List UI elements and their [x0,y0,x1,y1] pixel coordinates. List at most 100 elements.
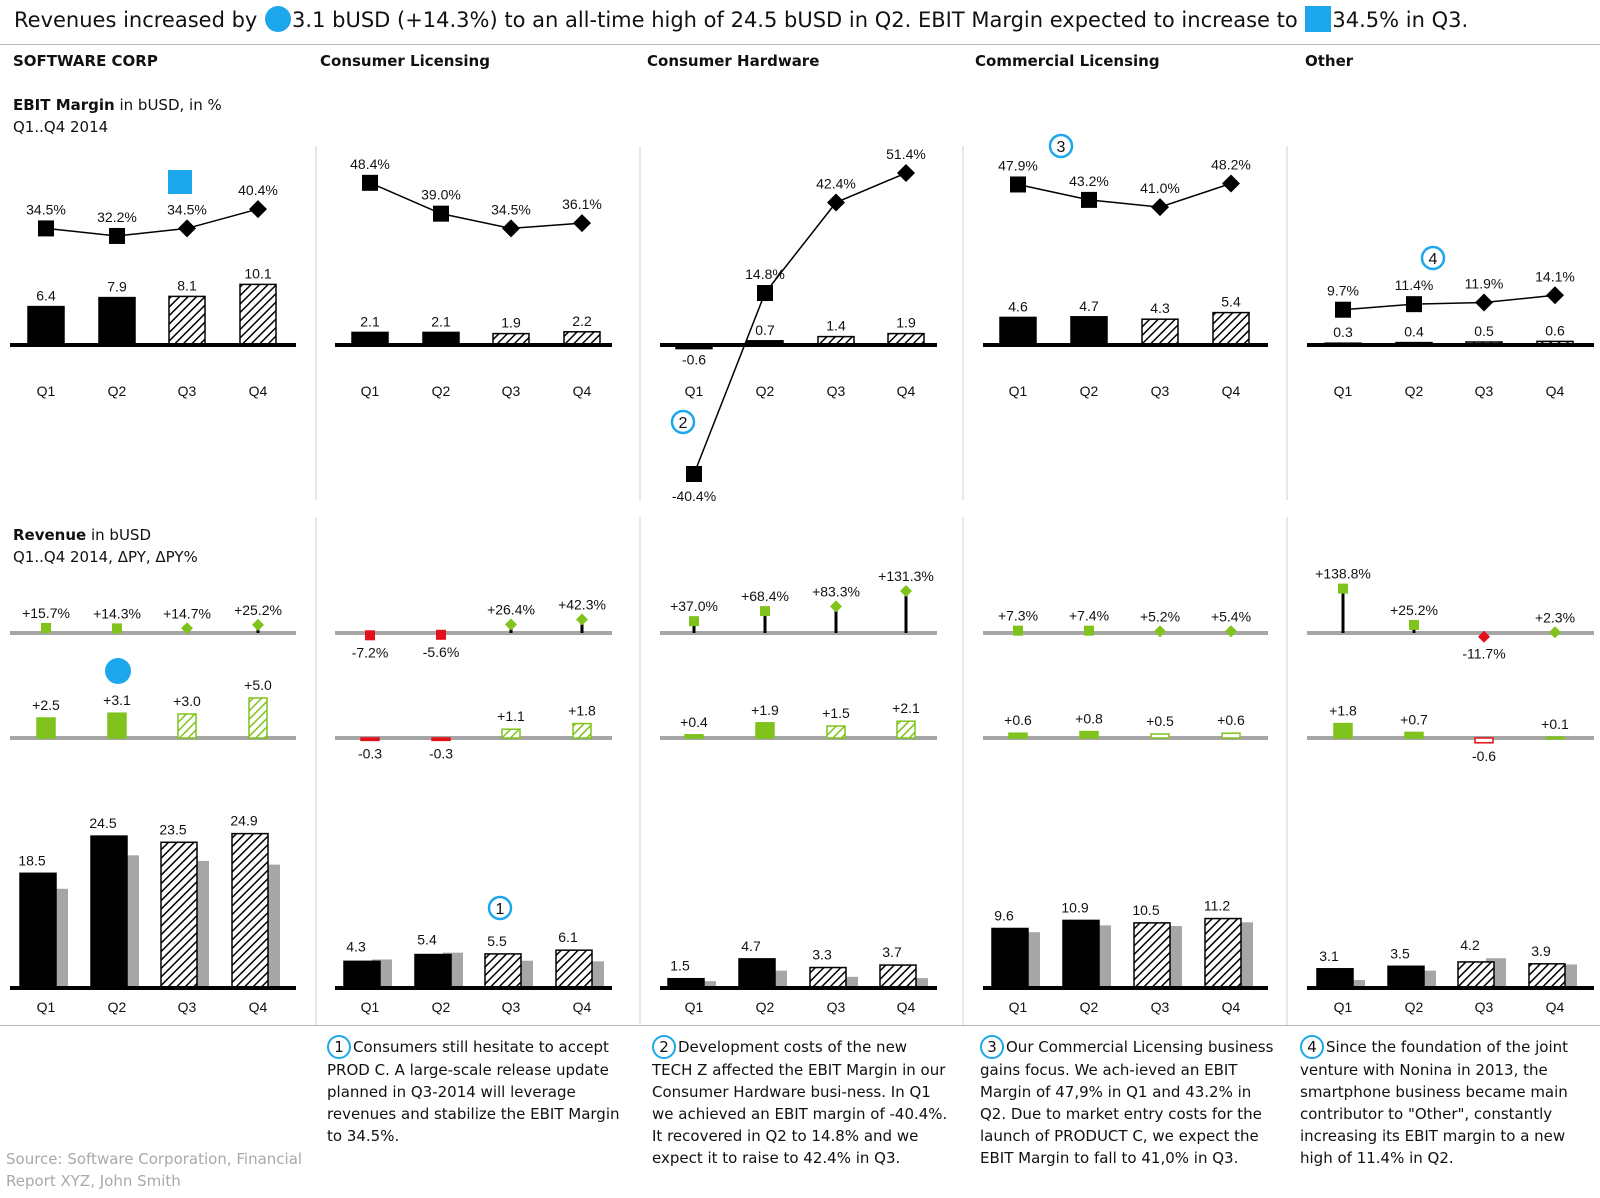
panel-4-dpypct-label-2: -11.7% [1462,646,1505,662]
panel-3-dpypct-head-2 [1154,625,1166,638]
panel-0-margin-label-1: 32.2% [97,209,137,225]
panel-0-margin-label-0: 34.5% [26,201,66,217]
ebit-title-period: Q1..Q4 2014 [13,118,109,136]
panel-0-dpypct-head-3 [252,618,264,631]
panel-4-dpypct-head-1 [1409,619,1419,630]
panel-3-margin-label-3: 48.2% [1211,156,1251,172]
panel-4-ebit-tick-3: Q4 [1546,383,1565,399]
note-1-text: Consumers still hesitate to accept PROD … [327,1038,620,1145]
panel-2-dpy-label-0: +0.4 [680,714,708,730]
panel-1-ebit-label-1: 2.1 [431,313,451,329]
notes-divider [0,1025,1600,1026]
panel-4-margin-point-0 [1335,301,1351,318]
panel-0-margin-point-1 [109,227,125,244]
panel-1-revenue-tick-2: Q3 [502,999,521,1015]
panel-0-ebit-bar-2 [168,295,206,346]
panel-0-revenue-bar-2 [160,841,198,989]
panel-3-margin-point-1 [1081,191,1097,208]
panel-0-dpy-label-2: +3.0 [173,693,201,709]
panel-3-margin-label-0: 47.9% [998,157,1038,173]
panel-3-revenue-bar-0 [991,927,1029,989]
panel-4-margin-point-1 [1406,296,1422,313]
column-header-consumer-licensing: Consumer Licensing [320,52,490,70]
column-header-other: Other [1305,52,1354,70]
panel-2-revenue-label-0: 1.5 [670,958,690,974]
panel-2-dpy-bar-1 [755,722,775,739]
panel-1-dpypct-label-3: +42.3% [558,596,606,612]
panel-3-margin-point-0 [1010,176,1026,193]
panel-0-margin-line [45,208,259,237]
note-2-text: Development costs of the new TECH Z affe… [652,1038,948,1167]
panel-1-dpy-bar-3 [572,722,592,739]
panel-4-dpy-label-2: -0.6 [1472,748,1496,764]
panel-2-revenue-label-2: 3.3 [812,947,832,963]
panel-2-ebit-tick-2: Q3 [827,383,846,399]
panel-3-revenue-label-3: 11.2 [1204,898,1230,914]
panel-4-dpypct-head-3 [1549,626,1561,639]
panel-3-margin-label-2: 41.0% [1140,180,1180,196]
panel-0-dpy-label-0: +2.5 [32,697,60,713]
panel-2-ebit-tick-1: Q2 [756,383,775,399]
panel-0-dpy-bar-3 [248,697,268,739]
note-4-marker-icon: 4 [1300,1035,1324,1059]
panel-3-ebit-bar-3 [1212,311,1250,346]
panel-3-revenue-bar-1 [1062,919,1100,989]
panel-2-revenue-py-bar-0 [696,981,716,988]
revenue-title-bold: Revenue [13,526,87,544]
panel-1-dpypct-label-1: -5.6% [423,644,460,660]
panel-3-revenue-label-1: 10.9 [1061,899,1088,915]
panel-4-margin-label-3: 14.1% [1535,268,1575,284]
panel-1-revenue-label-3: 6.1 [558,929,578,945]
panel-3-revenue-label-0: 9.6 [994,907,1014,923]
panel-4-ebit-label-1: 0.4 [1404,324,1424,340]
panel-0-ebit-tick-1: Q2 [108,383,127,399]
panel-4-revenue-bar-0 [1316,968,1354,989]
note-1-marker-icon: 1 [327,1035,351,1059]
panel-0-revenue-label-3: 24.9 [230,813,257,829]
callout-1-icon [487,895,513,921]
panel-0-dpy-bar-1 [107,712,127,739]
panel-3-ebit-tick-2: Q3 [1151,383,1170,399]
panel-2-revenue-label-3: 3.7 [882,944,902,960]
panel-3-revenue-tick-1: Q2 [1080,999,1099,1015]
panel-1-dpypct-head-0 [365,630,375,641]
panel-0-dpypct-label-3: +25.2% [234,602,282,618]
panel-1-margin-point-1 [433,205,449,222]
note-3: 3 Our Commercial Licensing business gains… [980,1035,1280,1169]
panel-2-revenue-py-bar-2 [838,976,858,988]
panel-4-dpy-bar-3 [1545,736,1565,740]
ebit-title-rest: in bUSD, in % [114,96,222,114]
panel-0-margin-label-3: 40.4% [238,182,278,198]
panel-3-dpypct-label-0: +7.3% [998,608,1038,624]
panel-2-revenue-tick-3: Q4 [897,999,916,1015]
panel-2-revenue-bar-1 [738,958,776,989]
panel-4-dpy-label-3: +0.1 [1541,716,1569,732]
panel-4-revenue-tick-2: Q3 [1475,999,1494,1015]
panel-2-dpypct-head-2 [830,600,842,613]
panel-4-revenue-py-bar-0 [1345,979,1365,988]
revenue-section-title: Revenue in bUSD Q1..Q4 2014, ΔPY, ΔPY% [13,524,198,568]
panel-4-dpy-bar-1 [1404,731,1424,739]
highlight-circle-icon [265,6,292,32]
panel-1-margin-label-2: 34.5% [491,201,531,217]
column-header-software-corp: SOFTWARE CORP [13,52,158,70]
panel-2-dpypct-label-0: +37.0% [670,598,718,614]
column-header-consumer-hardware: Consumer Hardware [647,52,820,70]
panel-0-revenue-bar-3 [231,832,269,989]
panel-0-ebit-tick-3: Q4 [249,383,268,399]
panel-4-ebit-label-0: 0.3 [1333,324,1353,340]
panel-3-dpy-bar-0 [1008,732,1028,739]
panel-2-margin-label-2: 42.4% [816,176,856,192]
panel-3-ebit-bar-1 [1070,316,1108,346]
panel-3-ebit-bar-2 [1141,318,1179,346]
panel-1-ebit-label-3: 2.2 [572,313,592,329]
panel-2-dpy-bar-0 [684,734,704,739]
panel-2-revenue-bar-2 [809,966,847,989]
panel-1-revenue-label-0: 4.3 [346,938,366,954]
panel-3-dpypct-head-1 [1084,625,1094,636]
panel-3-margin-line [1017,182,1232,208]
panel-1-margin-line [369,182,583,230]
panel-1-revenue-tick-0: Q1 [361,999,380,1015]
callout-4-label: 4 [1429,251,1438,268]
highlight-circle-marker-icon [105,658,131,684]
